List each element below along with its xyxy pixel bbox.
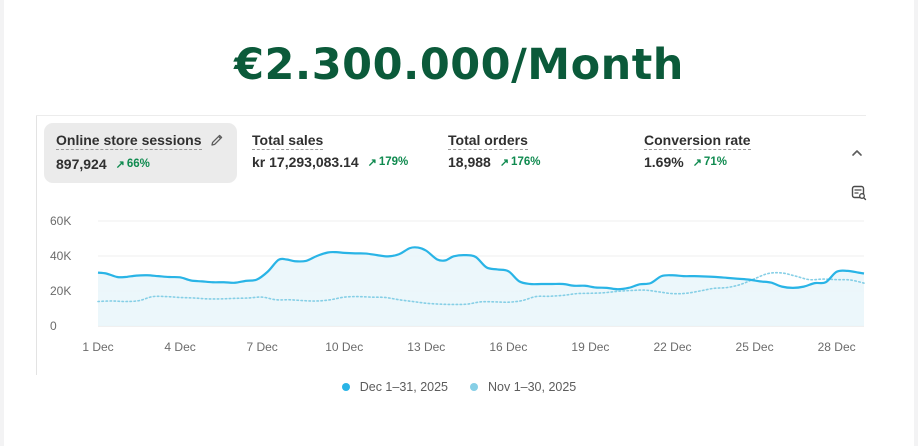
legend-label-current: Dec 1–31, 2025: [359, 380, 448, 394]
metric-label: Total sales: [252, 132, 418, 150]
y-tick-label: 20K: [50, 284, 71, 298]
arrow-up-right-icon: ↗: [115, 158, 125, 171]
arrow-up-right-icon: ↗: [499, 156, 510, 169]
legend-label-previous: Nov 1–30, 2025: [488, 380, 577, 394]
metric-value: 1.69%: [644, 154, 684, 170]
panel-divider: [36, 115, 866, 116]
metric-delta-value: 66%: [126, 158, 150, 170]
x-tick-label: 4 Dec: [164, 340, 195, 354]
x-tick-label: 13 Dec: [407, 340, 445, 354]
series-current-line: [97, 246, 865, 291]
arrow-up-right-icon: ↗: [692, 156, 702, 169]
legend-item-previous[interactable]: Nov 1–30, 2025: [470, 380, 576, 394]
notes-search-icon[interactable]: [850, 184, 868, 202]
metric-label: Conversion rate: [644, 132, 810, 150]
metric-value: kr 17,293,083.14: [252, 154, 359, 170]
y-tick-label: 60K: [50, 214, 71, 228]
metric-label-text: Online store sessions: [56, 132, 202, 150]
metric-total-orders[interactable]: Total orders 18,988 ↗ 176%: [436, 123, 626, 183]
metric-conversion-rate[interactable]: Conversion rate 1.69% ↗ 71%: [632, 123, 822, 183]
metric-delta-value: 71%: [703, 156, 727, 168]
arrow-up-right-icon: ↗: [367, 156, 377, 169]
x-tick-label: 25 Dec: [736, 340, 774, 354]
metric-label-text: Total sales: [252, 132, 324, 150]
x-tick-label: 1 Dec: [82, 340, 113, 354]
metric-delta-value: 176%: [511, 156, 541, 168]
metric-online-store-sessions[interactable]: Online store sessions 897,924 ↗ 66%: [44, 123, 237, 183]
x-tick-label: 28 Dec: [818, 340, 856, 354]
metric-delta-value: 179%: [378, 156, 409, 168]
x-tick-label: 22 Dec: [653, 340, 691, 354]
x-tick-label: 10 Dec: [325, 340, 363, 354]
chart-legend: Dec 1–31, 2025 Nov 1–30, 2025: [0, 380, 918, 394]
legend-item-current[interactable]: Dec 1–31, 2025: [341, 380, 448, 394]
y-tick-label: 0: [50, 319, 57, 333]
metric-delta: ↗ 176%: [500, 156, 541, 169]
legend-dot-current: [341, 383, 350, 391]
metric-delta: ↗ 179%: [368, 156, 409, 169]
metric-value: 897,924: [56, 156, 107, 172]
pencil-icon[interactable]: [210, 133, 224, 150]
series-current-area: [98, 247, 864, 326]
series-previous-line: [97, 271, 865, 306]
analytics-panel: [36, 115, 867, 375]
metric-value: 18,988: [448, 154, 491, 170]
metric-delta: ↗ 71%: [693, 156, 727, 169]
metric-label: Online store sessions: [56, 132, 225, 150]
metric-label-text: Conversion rate: [644, 132, 751, 150]
x-tick-label: 19 Dec: [571, 340, 609, 354]
metric-delta: ↗ 66%: [116, 158, 150, 171]
y-tick-label: 40K: [50, 249, 71, 263]
metric-label-text: Total orders: [448, 132, 528, 150]
headline-title: €2.300.000/Month: [234, 40, 684, 90]
x-tick-label: 16 Dec: [489, 340, 527, 354]
x-tick-label: 7 Dec: [246, 340, 277, 354]
metric-label: Total orders: [448, 132, 614, 150]
chevron-up-icon[interactable]: [848, 144, 866, 162]
legend-dot-previous: [470, 383, 478, 391]
dashboard-card: [4, 0, 914, 446]
metric-total-sales[interactable]: Total sales kr 17,293,083.14 ↗ 179%: [240, 123, 430, 183]
